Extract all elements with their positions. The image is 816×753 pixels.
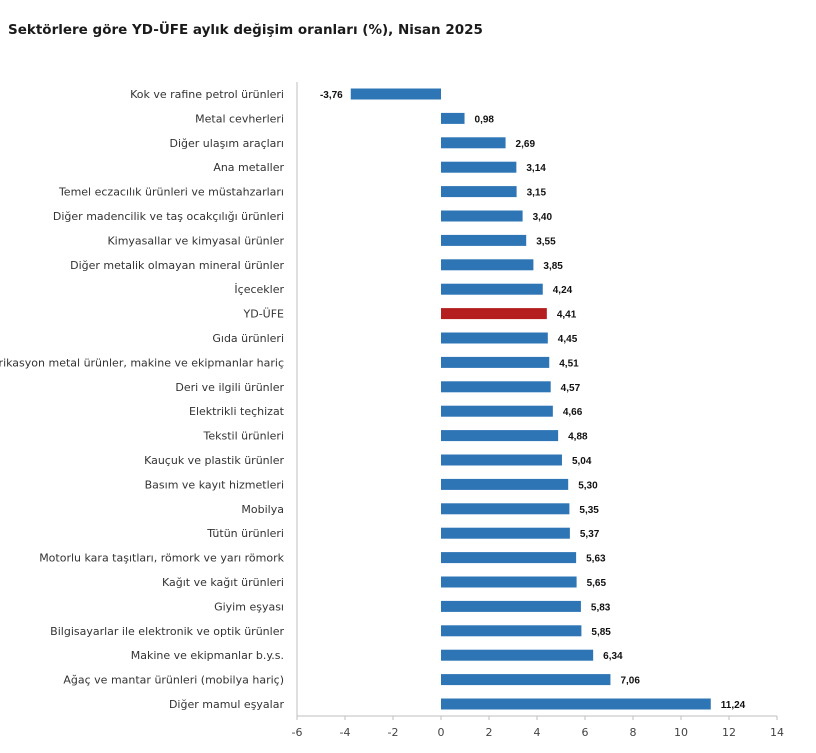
data-label: 5,85: [591, 627, 611, 638]
category-label: Fabrikasyon metal ürünler, makine ve eki…: [0, 356, 284, 369]
bar: [441, 503, 570, 515]
chart-title: Sektörlere göre YD-ÜFE aylık değişim ora…: [8, 22, 483, 38]
x-tick-label: 6: [582, 726, 589, 739]
data-label: 5,37: [580, 529, 600, 540]
data-label: 5,35: [579, 505, 599, 516]
bar: [441, 210, 523, 222]
category-label: Temel eczacılık ürünleri ve müstahzarlar…: [58, 186, 284, 199]
bar: [441, 381, 551, 393]
data-label: 4,57: [561, 383, 581, 394]
category-label: Ağaç ve mantar ürünleri (mobilya hariç): [63, 674, 284, 687]
data-label: 3,85: [543, 261, 563, 272]
data-label: 4,24: [553, 285, 573, 296]
bar: [441, 234, 527, 246]
bar: [441, 454, 562, 466]
x-tick-label: 2: [486, 726, 493, 739]
category-label: Gıda ürünleri: [212, 332, 284, 345]
bar-highlight: [441, 308, 547, 320]
category-label: Diğer metalik olmayan mineral ürünler: [70, 259, 284, 272]
bar: [441, 649, 594, 661]
bar: [441, 576, 577, 588]
data-label: 4,45: [558, 334, 578, 345]
category-label: Basım ve kayıt hizmetleri: [145, 478, 284, 491]
category-label: Diğer ulaşım araçları: [170, 137, 285, 150]
category-label: Kok ve rafine petrol ürünleri: [130, 88, 284, 101]
bar: [441, 600, 581, 612]
data-label: 0,98: [475, 114, 495, 125]
bar: [441, 259, 534, 271]
x-tick-label: 8: [630, 726, 637, 739]
data-label: 11,24: [721, 700, 746, 711]
category-label: Diğer madencilik ve taş ocakçılığı ürünl…: [53, 210, 284, 223]
bar: [441, 698, 711, 710]
data-label: 5,83: [591, 602, 611, 613]
data-label: -3,76: [320, 90, 343, 101]
category-label: Bilgisayarlar ile elektronik ve optik ür…: [50, 625, 284, 638]
x-tick-label: -2: [388, 726, 399, 739]
bar: [441, 625, 582, 637]
x-tick-label: -6: [292, 726, 303, 739]
bar: [441, 552, 577, 564]
bar: [441, 430, 559, 442]
category-label: Mobilya: [241, 503, 284, 516]
category-label: Giyim eşyası: [214, 600, 284, 613]
category-label: Kağıt ve kağıt ürünleri: [162, 576, 284, 589]
bar: [441, 478, 569, 490]
data-label: 5,63: [586, 554, 606, 565]
category-label: Deri ve ilgili ürünler: [175, 381, 284, 394]
data-label: 3,15: [527, 188, 547, 199]
data-label: 5,04: [572, 456, 592, 467]
x-tick-label: 14: [770, 726, 784, 739]
bar: [441, 332, 548, 344]
data-label: 5,65: [587, 578, 607, 589]
category-label: Motorlu kara taşıtları, römork ve yarı r…: [39, 552, 284, 565]
category-label: Tütün ürünleri: [206, 527, 284, 540]
x-tick-label: -4: [340, 726, 351, 739]
data-label: 7,06: [620, 676, 640, 687]
bar: [441, 283, 543, 295]
x-tick-label: 4: [534, 726, 541, 739]
bar: [441, 186, 517, 198]
category-label: Diğer mamul eşyalar: [169, 698, 285, 711]
category-label: İçecekler: [234, 283, 284, 296]
data-label: 6,34: [603, 651, 623, 662]
data-label: 4,51: [559, 358, 579, 369]
category-label: YD-ÜFE: [243, 308, 285, 321]
bar: [441, 356, 550, 368]
category-label: Tekstil ürünleri: [203, 430, 284, 443]
data-label: 5,30: [578, 480, 598, 491]
data-label: 4,41: [557, 310, 577, 321]
bar: [441, 405, 553, 417]
category-label: Elektrikli teçhizat: [189, 405, 285, 418]
data-label: 2,69: [516, 139, 536, 150]
data-label: 4,88: [568, 432, 588, 443]
bar: [441, 112, 465, 124]
data-label: 3,55: [536, 236, 556, 247]
bar: [350, 88, 441, 100]
bar: [441, 137, 506, 149]
data-label: 3,40: [533, 212, 553, 223]
x-tick-label: 0: [438, 726, 445, 739]
category-label: Kimyasallar ve kimyasal ürünler: [107, 234, 284, 247]
data-label: 3,14: [526, 163, 546, 174]
category-label: Makine ve ekipmanlar b.y.s.: [131, 649, 284, 662]
x-tick-label: 10: [674, 726, 688, 739]
bar: [441, 161, 517, 173]
category-label: Ana metaller: [213, 161, 284, 174]
bar: [441, 674, 611, 686]
bar: [441, 527, 570, 539]
data-label: 4,66: [563, 407, 583, 418]
category-label: Metal cevherleri: [195, 112, 284, 125]
category-label: Kauçuk ve plastik ürünler: [144, 454, 284, 467]
x-tick-label: 12: [722, 726, 736, 739]
